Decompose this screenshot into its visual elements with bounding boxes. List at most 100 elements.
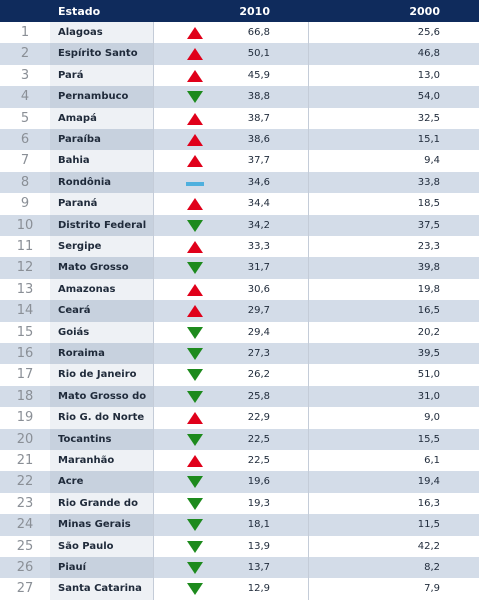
value-2010-cell: 19,6 xyxy=(247,476,270,488)
estado-cell: Amapá xyxy=(50,107,154,129)
trend-up-icon xyxy=(187,134,203,146)
value-2010-cell: 30,6 xyxy=(247,283,270,295)
rank-cell: 27 xyxy=(16,581,34,597)
value-2000-cell: 54,0 xyxy=(417,91,440,103)
value-2000-cell: 51,0 xyxy=(417,369,440,381)
value-2000-cell: 23,3 xyxy=(417,241,440,252)
column-divider xyxy=(308,193,309,215)
trend-down-icon xyxy=(187,562,203,574)
table-row: 4 Pernambuco 38,8 54,0 xyxy=(0,86,479,108)
estado-cell: Mato Grosso do Sul xyxy=(50,385,154,423)
value-2000-cell: 33,8 xyxy=(417,176,440,188)
estado-cell: Pernambuco xyxy=(50,86,154,108)
rank-cell: 13 xyxy=(16,281,34,297)
table-row: 22 Acre 19,6 19,4 xyxy=(0,471,479,493)
header-2000: 2000 xyxy=(409,5,440,18)
column-divider xyxy=(308,343,309,365)
value-2010-cell: 25,8 xyxy=(247,390,270,402)
column-divider xyxy=(308,407,309,429)
rank-cell: 3 xyxy=(20,67,30,83)
estado-cell: Rio de Janeiro xyxy=(50,364,154,386)
trend-up-icon xyxy=(187,69,203,82)
estado-cell: Maranhão xyxy=(50,450,154,472)
value-2000-cell: 46,8 xyxy=(417,48,440,60)
value-2000-cell: 32,5 xyxy=(417,112,440,124)
value-2010-cell: 33,3 xyxy=(247,241,270,252)
estado-cell: Goiás xyxy=(50,321,154,343)
estado-cell: Minas Gerais xyxy=(50,514,154,536)
rank-cell: 23 xyxy=(16,495,34,511)
value-2000-cell: 7,9 xyxy=(424,583,440,595)
rank-cell: 1 xyxy=(20,25,30,40)
column-divider xyxy=(308,129,309,151)
table-row: 26 Piauí 13,7 8,2 xyxy=(0,557,479,579)
table-header: Estado 2010 2000 xyxy=(0,0,479,22)
value-2010-cell: 34,4 xyxy=(247,198,270,210)
estado-cell: Santa Catarina xyxy=(50,578,154,600)
value-2000-cell: 42,2 xyxy=(417,540,440,552)
table-row: 27 Santa Catarina 12,9 7,9 xyxy=(0,578,479,600)
column-divider xyxy=(308,385,309,408)
column-divider xyxy=(308,557,309,579)
column-divider xyxy=(308,86,309,108)
trend-up-icon xyxy=(187,305,203,318)
trend-up-icon xyxy=(187,198,203,211)
estado-cell: São Paulo xyxy=(50,535,154,557)
table-row: 11 Sergipe 33,3 23,3 xyxy=(0,236,479,258)
rank-cell: 2 xyxy=(20,46,30,62)
value-2000-cell: 8,2 xyxy=(424,562,440,573)
estado-cell: Bahia xyxy=(50,150,154,172)
table-row: 17 Rio de Janeiro 26,2 51,0 xyxy=(0,364,479,386)
column-divider xyxy=(308,64,309,87)
trend-up-icon xyxy=(187,27,203,39)
rank-cell: 9 xyxy=(20,196,30,212)
table-row: 5 Amapá 38,7 32,5 xyxy=(0,107,479,129)
trend-up-icon xyxy=(187,283,203,296)
column-divider xyxy=(308,514,309,536)
table-row: 23 Rio Grande do Sul 19,3 16,3 xyxy=(0,492,479,530)
rank-cell: 14 xyxy=(16,303,34,319)
trend-down-icon xyxy=(187,91,203,104)
column-divider xyxy=(308,364,309,386)
rank-cell: 10 xyxy=(16,217,34,233)
rank-cell: 15 xyxy=(16,324,34,340)
trend-up-icon xyxy=(187,48,203,61)
rank-cell: 18 xyxy=(16,388,34,404)
value-2010-cell: 13,7 xyxy=(247,562,270,573)
table-row: 2 Espírito Santo 50,1 46,8 xyxy=(0,43,479,65)
value-2000-cell: 39,8 xyxy=(417,262,440,274)
column-divider xyxy=(308,22,309,44)
table-row: 16 Roraima 27,3 39,5 xyxy=(0,343,479,365)
trend-up-icon xyxy=(187,241,203,253)
table-row: 7 Bahia 37,7 9,4 xyxy=(0,150,479,172)
trend-down-icon xyxy=(187,433,203,446)
estado-cell: Rondônia xyxy=(50,171,154,194)
estado-cell: Acre xyxy=(50,471,154,493)
header-estado: Estado xyxy=(58,5,101,18)
header-2010: 2010 xyxy=(239,5,270,18)
column-divider xyxy=(308,492,309,515)
value-2000-cell: 19,4 xyxy=(417,476,440,488)
table-row: 14 Ceará 29,7 16,5 xyxy=(0,300,479,322)
table-row: 10 Distrito Federal 34,2 37,5 xyxy=(0,214,479,236)
column-divider xyxy=(308,450,309,472)
value-2000-cell: 9,4 xyxy=(424,155,440,167)
value-2000-cell: 15,1 xyxy=(417,134,440,145)
value-2010-cell: 22,5 xyxy=(247,455,270,466)
table-row: 13 Amazonas 30,6 19,8 xyxy=(0,278,479,301)
value-2010-cell: 29,7 xyxy=(247,305,270,317)
estado-cell: Amazonas xyxy=(50,278,154,301)
table-row: 8 Rondônia 34,6 33,8 xyxy=(0,171,479,194)
trend-down-icon xyxy=(187,369,203,382)
column-divider xyxy=(308,471,309,493)
table-row: 21 Maranhão 22,5 6,1 xyxy=(0,450,479,472)
trend-down-icon xyxy=(187,476,203,489)
value-2010-cell: 50,1 xyxy=(247,48,270,60)
rank-cell: 6 xyxy=(20,132,30,147)
estado-cell: Distrito Federal xyxy=(50,214,154,236)
rank-cell: 16 xyxy=(16,346,34,361)
estado-cell: Rio G. do Norte xyxy=(50,407,154,429)
value-2010-cell: 12,9 xyxy=(247,583,270,595)
column-divider xyxy=(308,43,309,65)
value-2010-cell: 38,8 xyxy=(247,91,270,103)
